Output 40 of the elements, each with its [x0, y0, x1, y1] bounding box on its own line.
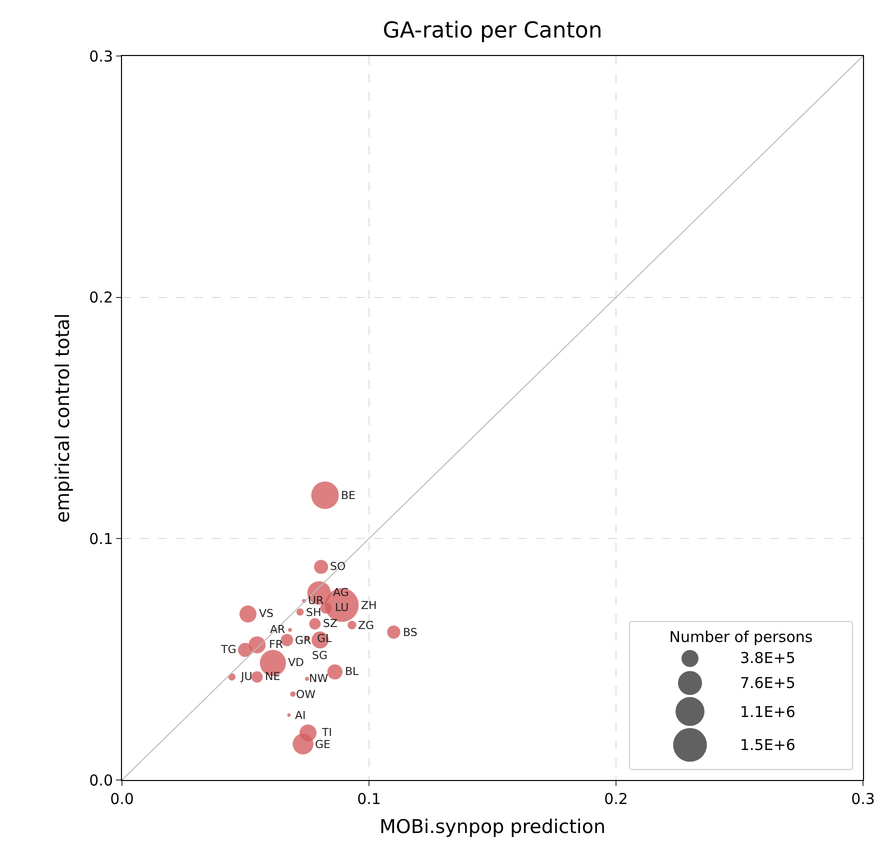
data-label: BS: [403, 626, 418, 639]
data-label: GE: [315, 738, 331, 751]
data-label: VS: [259, 607, 274, 620]
data-label: BE: [341, 489, 356, 502]
y-tick-label: 0.2: [89, 288, 113, 307]
y-axis-title: empirical control total: [52, 313, 74, 523]
y-tick-label: 0.3: [89, 47, 113, 66]
data-label: UR: [308, 594, 324, 607]
data-label: AG: [333, 586, 349, 599]
legend-title: Number of persons: [668, 628, 814, 646]
legend-label: 1.5E+6: [740, 736, 796, 754]
legend-label: 7.6E+5: [740, 674, 796, 692]
x-axis-title: MOBi.synpop prediction: [380, 816, 606, 838]
data-label: FR: [269, 638, 284, 651]
data-label: NW: [309, 672, 328, 685]
data-label: GR: [295, 634, 312, 647]
data-label: VD: [288, 656, 304, 669]
data-label: SH: [306, 606, 322, 619]
x-tick-label: 0.2: [604, 790, 628, 808]
data-label: LU: [335, 601, 349, 614]
y-tick-label: 0.0: [89, 771, 113, 790]
data-label: ZG: [358, 619, 374, 632]
data-label: SZ: [323, 617, 338, 630]
legend-label: 1.1E+6: [740, 702, 796, 721]
data-label: BL: [345, 665, 360, 678]
y-tick-label: 0.1: [89, 530, 113, 548]
x-tick-label: 0.3: [851, 790, 875, 808]
data-label: ZH: [361, 599, 377, 612]
legend-label: 3.8E+5: [740, 649, 796, 668]
data-label: OW: [296, 688, 316, 701]
data-label: TG: [220, 643, 236, 656]
data-label: SO: [330, 560, 346, 573]
x-tick-label: 0.0: [110, 790, 134, 808]
data-label: AI: [295, 709, 306, 722]
data-label: AR: [270, 623, 286, 636]
x-tick-label: 0.1: [357, 790, 381, 808]
data-label: JU: [240, 670, 252, 683]
data-label: TI: [321, 726, 332, 739]
chart-title: GA-ratio per Canton: [382, 18, 602, 44]
data-label: SG: [312, 649, 328, 662]
